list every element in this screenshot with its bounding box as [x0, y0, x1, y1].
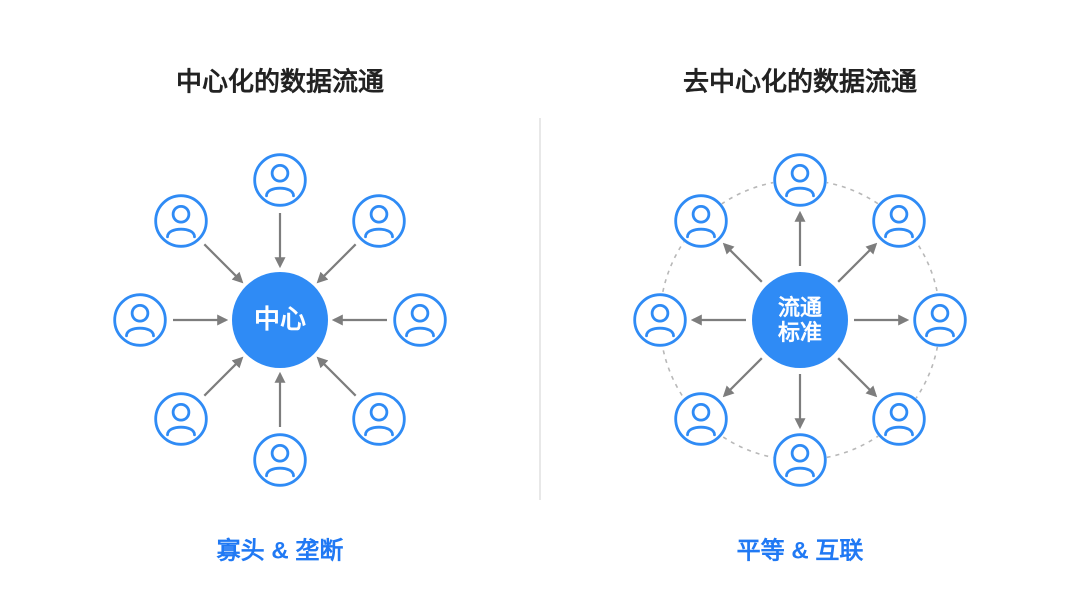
person-icon [773, 433, 827, 487]
left-person-node [154, 392, 208, 446]
right-person-node [913, 293, 967, 347]
left-person-node [154, 194, 208, 248]
person-icon [352, 392, 406, 446]
person-icon [872, 194, 926, 248]
left-person-node [253, 433, 307, 487]
right-person-node [773, 153, 827, 207]
person-icon [393, 293, 447, 347]
left-person-node [352, 194, 406, 248]
right-center-label: 流通 标准 [778, 295, 822, 346]
person-icon [352, 194, 406, 248]
left-title: 中心化的数据流通 [176, 62, 384, 99]
person-icon [113, 293, 167, 347]
left-person-node [253, 153, 307, 207]
person-icon [913, 293, 967, 347]
left-person-node [352, 392, 406, 446]
left-person-node [113, 293, 167, 347]
right-person-node [872, 392, 926, 446]
person-icon [633, 293, 687, 347]
person-icon [674, 392, 728, 446]
left-center-label: 中心 [254, 305, 306, 335]
person-icon [773, 153, 827, 207]
right-caption: 平等 & 互联 [737, 531, 864, 566]
right-title: 去中心化的数据流通 [683, 62, 917, 99]
right-person-node [633, 293, 687, 347]
person-icon [253, 433, 307, 487]
person-icon [154, 392, 208, 446]
right-person-node [674, 194, 728, 248]
left-person-node [393, 293, 447, 347]
right-center-node: 流通 标准 [752, 272, 848, 368]
left-center-node: 中心 [232, 272, 328, 368]
diagram-canvas: { "canvas": { "width": 1080, "height": 6… [0, 0, 1080, 608]
person-icon [872, 392, 926, 446]
right-person-node [872, 194, 926, 248]
right-person-node [773, 433, 827, 487]
right-person-node [674, 392, 728, 446]
left-caption: 寡头 & 垄断 [217, 531, 344, 566]
person-icon [154, 194, 208, 248]
person-icon [674, 194, 728, 248]
person-icon [253, 153, 307, 207]
